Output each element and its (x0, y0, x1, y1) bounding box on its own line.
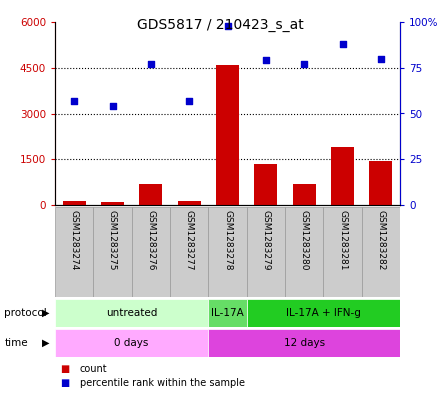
Point (339, 41, 346, 47)
Text: GSM1283277: GSM1283277 (185, 210, 194, 270)
Text: 0 days: 0 days (114, 338, 149, 348)
Bar (208, 299, 247, 327)
Text: GSM1283279: GSM1283279 (261, 210, 270, 270)
Text: GSM1283282: GSM1283282 (376, 210, 385, 270)
Point (224, 22, 231, 29)
Point (262, 57, 269, 64)
Text: ▶: ▶ (41, 308, 49, 318)
Text: time: time (4, 338, 28, 348)
Text: GSM1283281: GSM1283281 (338, 210, 347, 270)
Bar (247, 207, 285, 297)
Text: GSM1283275: GSM1283275 (108, 210, 117, 270)
Point (147, 61, 154, 67)
Bar (178, 201, 201, 205)
Text: percentile rank within the sample: percentile rank within the sample (80, 378, 245, 388)
Point (378, 55, 385, 62)
Bar (93, 207, 132, 297)
Text: GSM1283276: GSM1283276 (147, 210, 155, 270)
Text: 12 days: 12 days (284, 338, 325, 348)
Bar (55, 299, 208, 327)
Bar (62, 201, 86, 205)
Bar (247, 299, 400, 327)
Text: ■: ■ (60, 378, 69, 388)
Bar (132, 207, 170, 297)
Bar (362, 207, 400, 297)
Bar (170, 207, 208, 297)
Point (109, 103, 116, 109)
Text: IL-17A: IL-17A (211, 308, 244, 318)
Text: ■: ■ (60, 364, 69, 374)
Point (186, 97, 193, 104)
Bar (139, 184, 162, 205)
Bar (369, 161, 392, 205)
Bar (285, 207, 323, 297)
Text: GSM1283280: GSM1283280 (300, 210, 309, 270)
Text: ▶: ▶ (41, 338, 49, 348)
Text: count: count (80, 364, 107, 374)
Text: untreated: untreated (106, 308, 158, 318)
Bar (55, 207, 93, 297)
Bar (216, 65, 239, 205)
Point (301, 61, 308, 67)
Bar (101, 202, 124, 205)
Text: GDS5817 / 210423_s_at: GDS5817 / 210423_s_at (137, 18, 303, 32)
Bar (208, 207, 247, 297)
Point (71, 97, 78, 104)
Bar (254, 164, 277, 205)
Bar (208, 329, 400, 357)
Text: GSM1283274: GSM1283274 (70, 210, 79, 270)
Bar (55, 329, 208, 357)
Text: IL-17A + IFN-g: IL-17A + IFN-g (286, 308, 361, 318)
Bar (293, 184, 315, 205)
Bar (323, 207, 362, 297)
Text: GSM1283278: GSM1283278 (223, 210, 232, 270)
Bar (331, 147, 354, 205)
Text: protocol: protocol (4, 308, 47, 318)
